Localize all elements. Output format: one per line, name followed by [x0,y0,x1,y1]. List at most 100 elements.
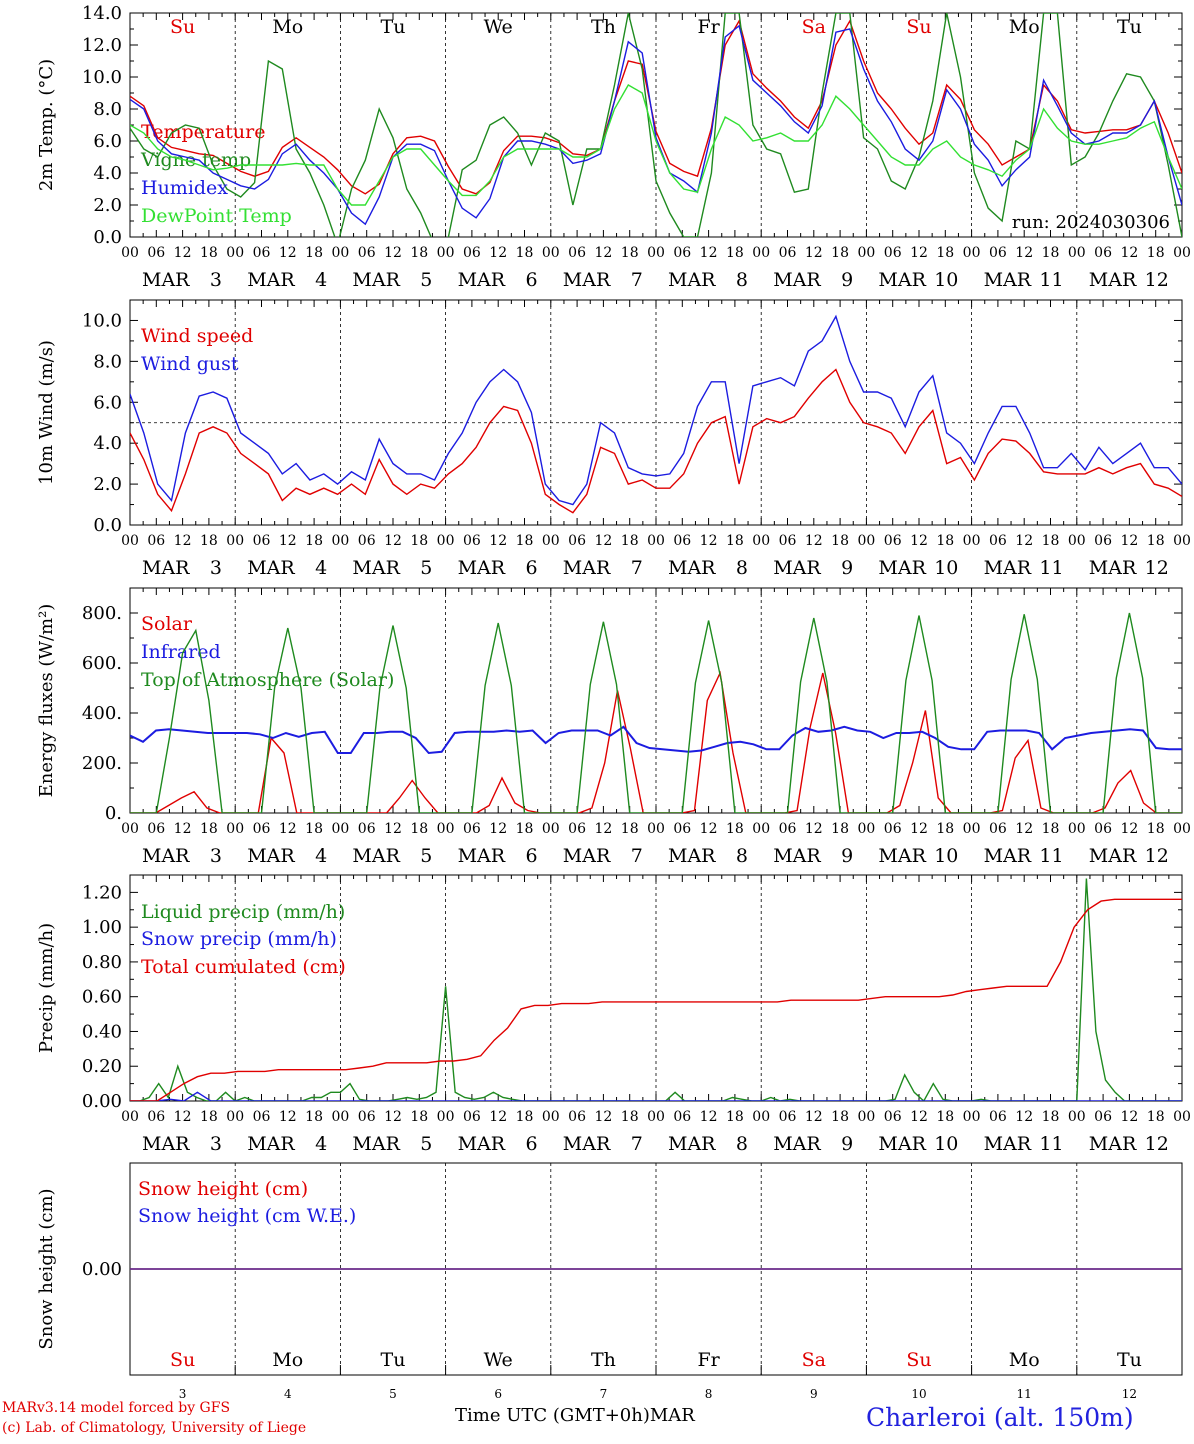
x-hour-label: 12 [594,1109,612,1125]
time-axis-title: Time UTC (GMT+0h) [455,1405,650,1426]
x-hour-label: 18 [1042,1109,1060,1125]
weekday-label: Tu [381,16,406,38]
x-hour-label: 00 [963,533,981,549]
x-hour-label: 12 [910,245,928,261]
x-hour-label: 00 [437,245,455,261]
x-hour-label: 00 [752,1109,770,1125]
x-hour-label: 06 [253,533,271,549]
x-month-label: MAR [352,269,400,291]
run-label: run: 2024030306 [1012,212,1170,233]
x-date-label: 10 [934,557,958,579]
x-hour-label: 00 [963,821,981,837]
x-hour-label: 06 [673,245,691,261]
x-hour-label: 06 [779,245,797,261]
x-hour-label: 12 [174,245,192,261]
weekday-label: Mo [272,1349,303,1371]
x-hour-label: 18 [726,1109,744,1125]
x-date-label: 7 [631,845,643,867]
y-tick-label: 400. [82,703,122,724]
x-hour-label: 12 [700,245,718,261]
x-hour-label: 00 [1173,533,1191,549]
x-hour-label: 12 [384,821,402,837]
y-axis-label: 10m Wind (m/s) [36,340,57,485]
y-tick-label: 14.0 [82,3,122,24]
legend-entry: Humidex [141,177,228,199]
x-month-label: MAR [668,269,716,291]
y-tick-label: 6.0 [93,392,122,413]
x-hour-label: 18 [726,533,744,549]
y-tick-label: 2.0 [93,195,122,216]
legend-entry: Snow height (cm) [138,1178,308,1200]
x-month-label: MAR [458,1133,506,1155]
x-month-label: MAR [1089,269,1137,291]
x-hour-label: 12 [1015,1109,1033,1125]
x-hour-label: 12 [279,245,297,261]
x-date-label: 7 [631,1133,643,1155]
weekday-label: Tu [1117,16,1142,38]
weekday-label: We [484,1349,513,1371]
x-hour-label: 12 [384,533,402,549]
x-hour-label: 12 [279,533,297,549]
x-date-label: 11 [1039,1133,1063,1155]
x-hour-label: 18 [1042,533,1060,549]
y-tick-label: 10.0 [82,67,122,88]
x-hour-label: 12 [1015,245,1033,261]
x-hour-label: 06 [253,245,271,261]
y-axis-label: 2m Temp. (°C) [36,59,57,191]
x-hour-label: 18 [1042,245,1060,261]
x-date-label: 9 [841,1133,853,1155]
x-date-label: 4 [315,1133,327,1155]
x-hour-label: 18 [305,821,323,837]
x-hour-label: 12 [910,821,928,837]
x-hour-label: 18 [936,821,954,837]
x-hour-label: 12 [1120,821,1138,837]
x-hour-label: 12 [700,821,718,837]
series-line [130,19,1182,195]
x-date-label: 9 [841,845,853,867]
x-hour-label: 00 [857,821,875,837]
x-hour-label: 18 [200,1109,218,1125]
x-hour-label: 00 [331,1109,349,1125]
weekday-label: Th [591,1349,616,1371]
x-month-label: MAR [247,845,295,867]
x-month-label: MAR [984,845,1032,867]
x-hour-label: 00 [121,245,139,261]
x-hour-label: 12 [384,245,402,261]
x-month-label: MAR [1089,1133,1137,1155]
weekday-label: Sa [802,1349,826,1371]
x-hour-label: 00 [437,533,455,549]
x-hour-label: 00 [542,821,560,837]
x-hour-label: 00 [226,533,244,549]
x-hour-label: 06 [1094,533,1112,549]
x-hour-label: 00 [542,245,560,261]
x-date-label: 5 [420,269,432,291]
x-hour-label: 00 [857,1109,875,1125]
x-hour-label: 12 [489,1109,507,1125]
plot-frame [129,12,1183,238]
x-hour-label: 06 [358,1109,376,1125]
weekday-label: Su [170,16,195,38]
x-hour-label: 06 [989,821,1007,837]
x-hour-label: 06 [989,245,1007,261]
x-hour-label: 12 [805,1109,823,1125]
x-hour-label: 12 [279,1109,297,1125]
x-date-label: 12 [1145,845,1169,867]
x-month-label: MAR [984,1133,1032,1155]
x-hour-label: 00 [437,1109,455,1125]
x-hour-label: 06 [358,533,376,549]
date-footer-label: 11 [1017,1387,1032,1401]
x-hour-label: 12 [594,533,612,549]
x-hour-label: 00 [1068,821,1086,837]
x-hour-label: 06 [463,1109,481,1125]
date-footer-label: 7 [600,1387,608,1401]
weekday-label: Sa [802,16,826,38]
x-hour-label: 06 [884,821,902,837]
legend-entry: Liquid precip (mm/h) [141,901,345,923]
x-hour-label: 18 [1147,245,1165,261]
x-hour-label: 18 [516,245,534,261]
x-hour-label: 12 [1015,533,1033,549]
y-tick-label: 8.0 [93,99,122,120]
x-date-label: 12 [1145,1133,1169,1155]
x-hour-label: 18 [305,245,323,261]
